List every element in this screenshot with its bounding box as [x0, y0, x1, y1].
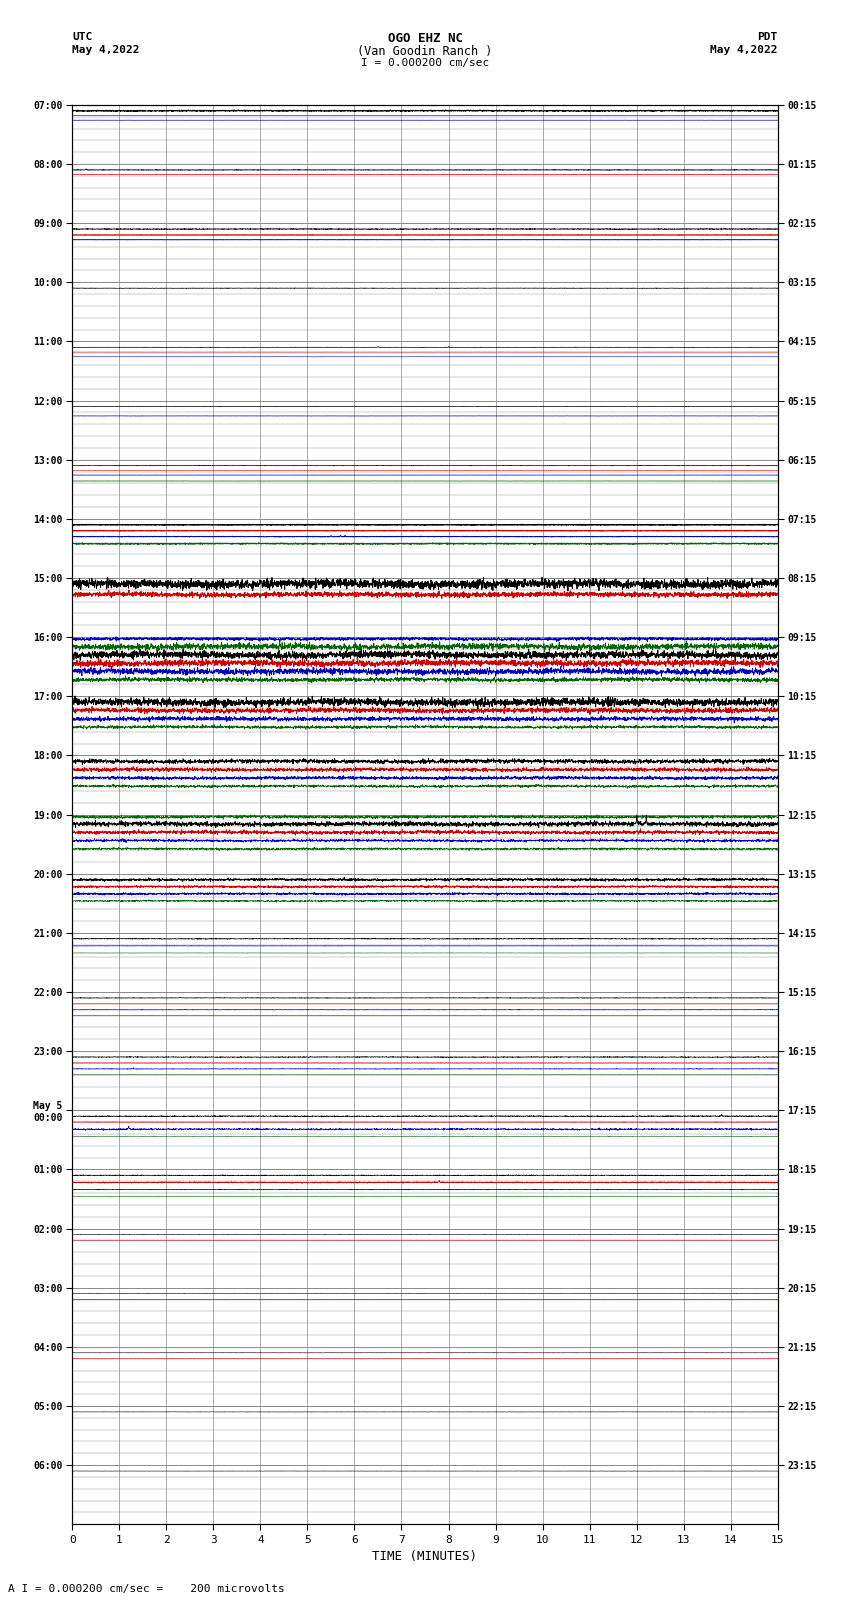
Text: OGO EHZ NC: OGO EHZ NC: [388, 32, 462, 45]
X-axis label: TIME (MINUTES): TIME (MINUTES): [372, 1550, 478, 1563]
Text: UTC: UTC: [72, 32, 93, 42]
Text: PDT: PDT: [757, 32, 778, 42]
Text: A I = 0.000200 cm/sec =    200 microvolts: A I = 0.000200 cm/sec = 200 microvolts: [8, 1584, 286, 1594]
Text: May 4,2022: May 4,2022: [72, 45, 139, 55]
Text: (Van Goodin Ranch ): (Van Goodin Ranch ): [357, 45, 493, 58]
Text: May 4,2022: May 4,2022: [711, 45, 778, 55]
Text: I = 0.000200 cm/sec: I = 0.000200 cm/sec: [361, 58, 489, 68]
